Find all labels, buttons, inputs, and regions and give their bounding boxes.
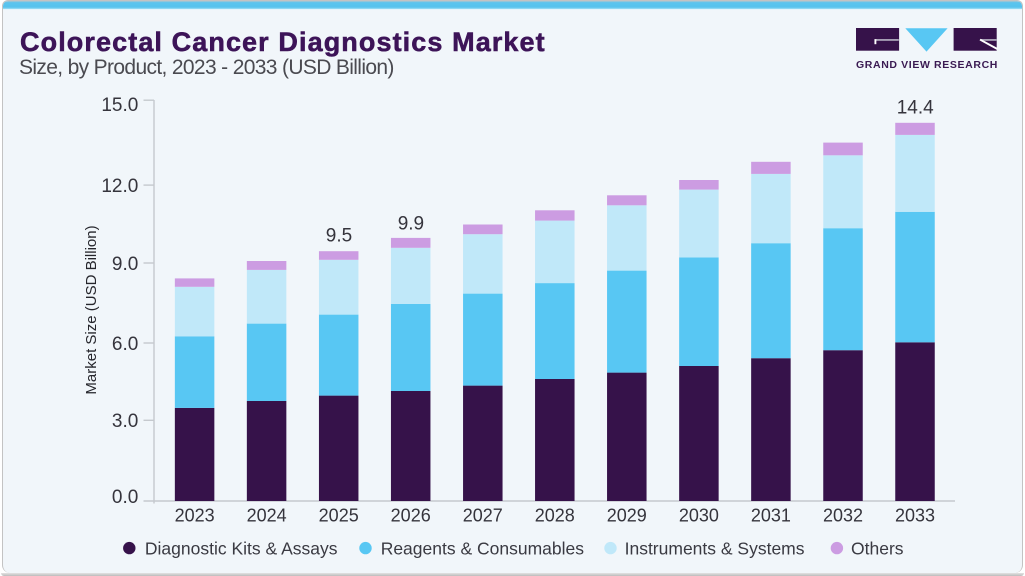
svg-text:Diagnostic Kits & Assays: Diagnostic Kits & Assays bbox=[145, 538, 338, 558]
svg-text:Reagents & Consumables: Reagents & Consumables bbox=[381, 538, 585, 558]
svg-text:Instruments & Systems: Instruments & Systems bbox=[625, 538, 805, 558]
svg-text:2024: 2024 bbox=[247, 506, 287, 526]
svg-text:GRAND VIEW RESEARCH: GRAND VIEW RESEARCH bbox=[856, 59, 1000, 71]
svg-text:9.9: 9.9 bbox=[398, 214, 424, 235]
svg-text:9.5: 9.5 bbox=[326, 226, 352, 247]
svg-text:2032: 2032 bbox=[823, 506, 863, 526]
svg-text:2027: 2027 bbox=[463, 506, 503, 526]
svg-text:2033: 2033 bbox=[895, 506, 935, 526]
svg-text:2031: 2031 bbox=[751, 506, 791, 526]
svg-text:2025: 2025 bbox=[319, 506, 359, 526]
svg-text:2026: 2026 bbox=[391, 506, 431, 526]
svg-text:15.0: 15.0 bbox=[101, 95, 138, 116]
svg-text:Market Size (USD Billion): Market Size (USD Billion) bbox=[83, 225, 100, 394]
svg-text:12.0: 12.0 bbox=[101, 176, 138, 197]
svg-text:14.4: 14.4 bbox=[897, 97, 934, 118]
svg-text:9.0: 9.0 bbox=[112, 254, 138, 275]
svg-text:2023: 2023 bbox=[175, 506, 215, 526]
svg-text:0.0: 0.0 bbox=[112, 487, 138, 508]
svg-text:3.0: 3.0 bbox=[112, 411, 138, 432]
svg-text:2028: 2028 bbox=[535, 506, 575, 526]
svg-text:6.0: 6.0 bbox=[112, 334, 138, 355]
svg-text:2029: 2029 bbox=[607, 506, 647, 526]
svg-text:Others: Others bbox=[851, 538, 904, 558]
svg-text:2030: 2030 bbox=[679, 506, 719, 526]
